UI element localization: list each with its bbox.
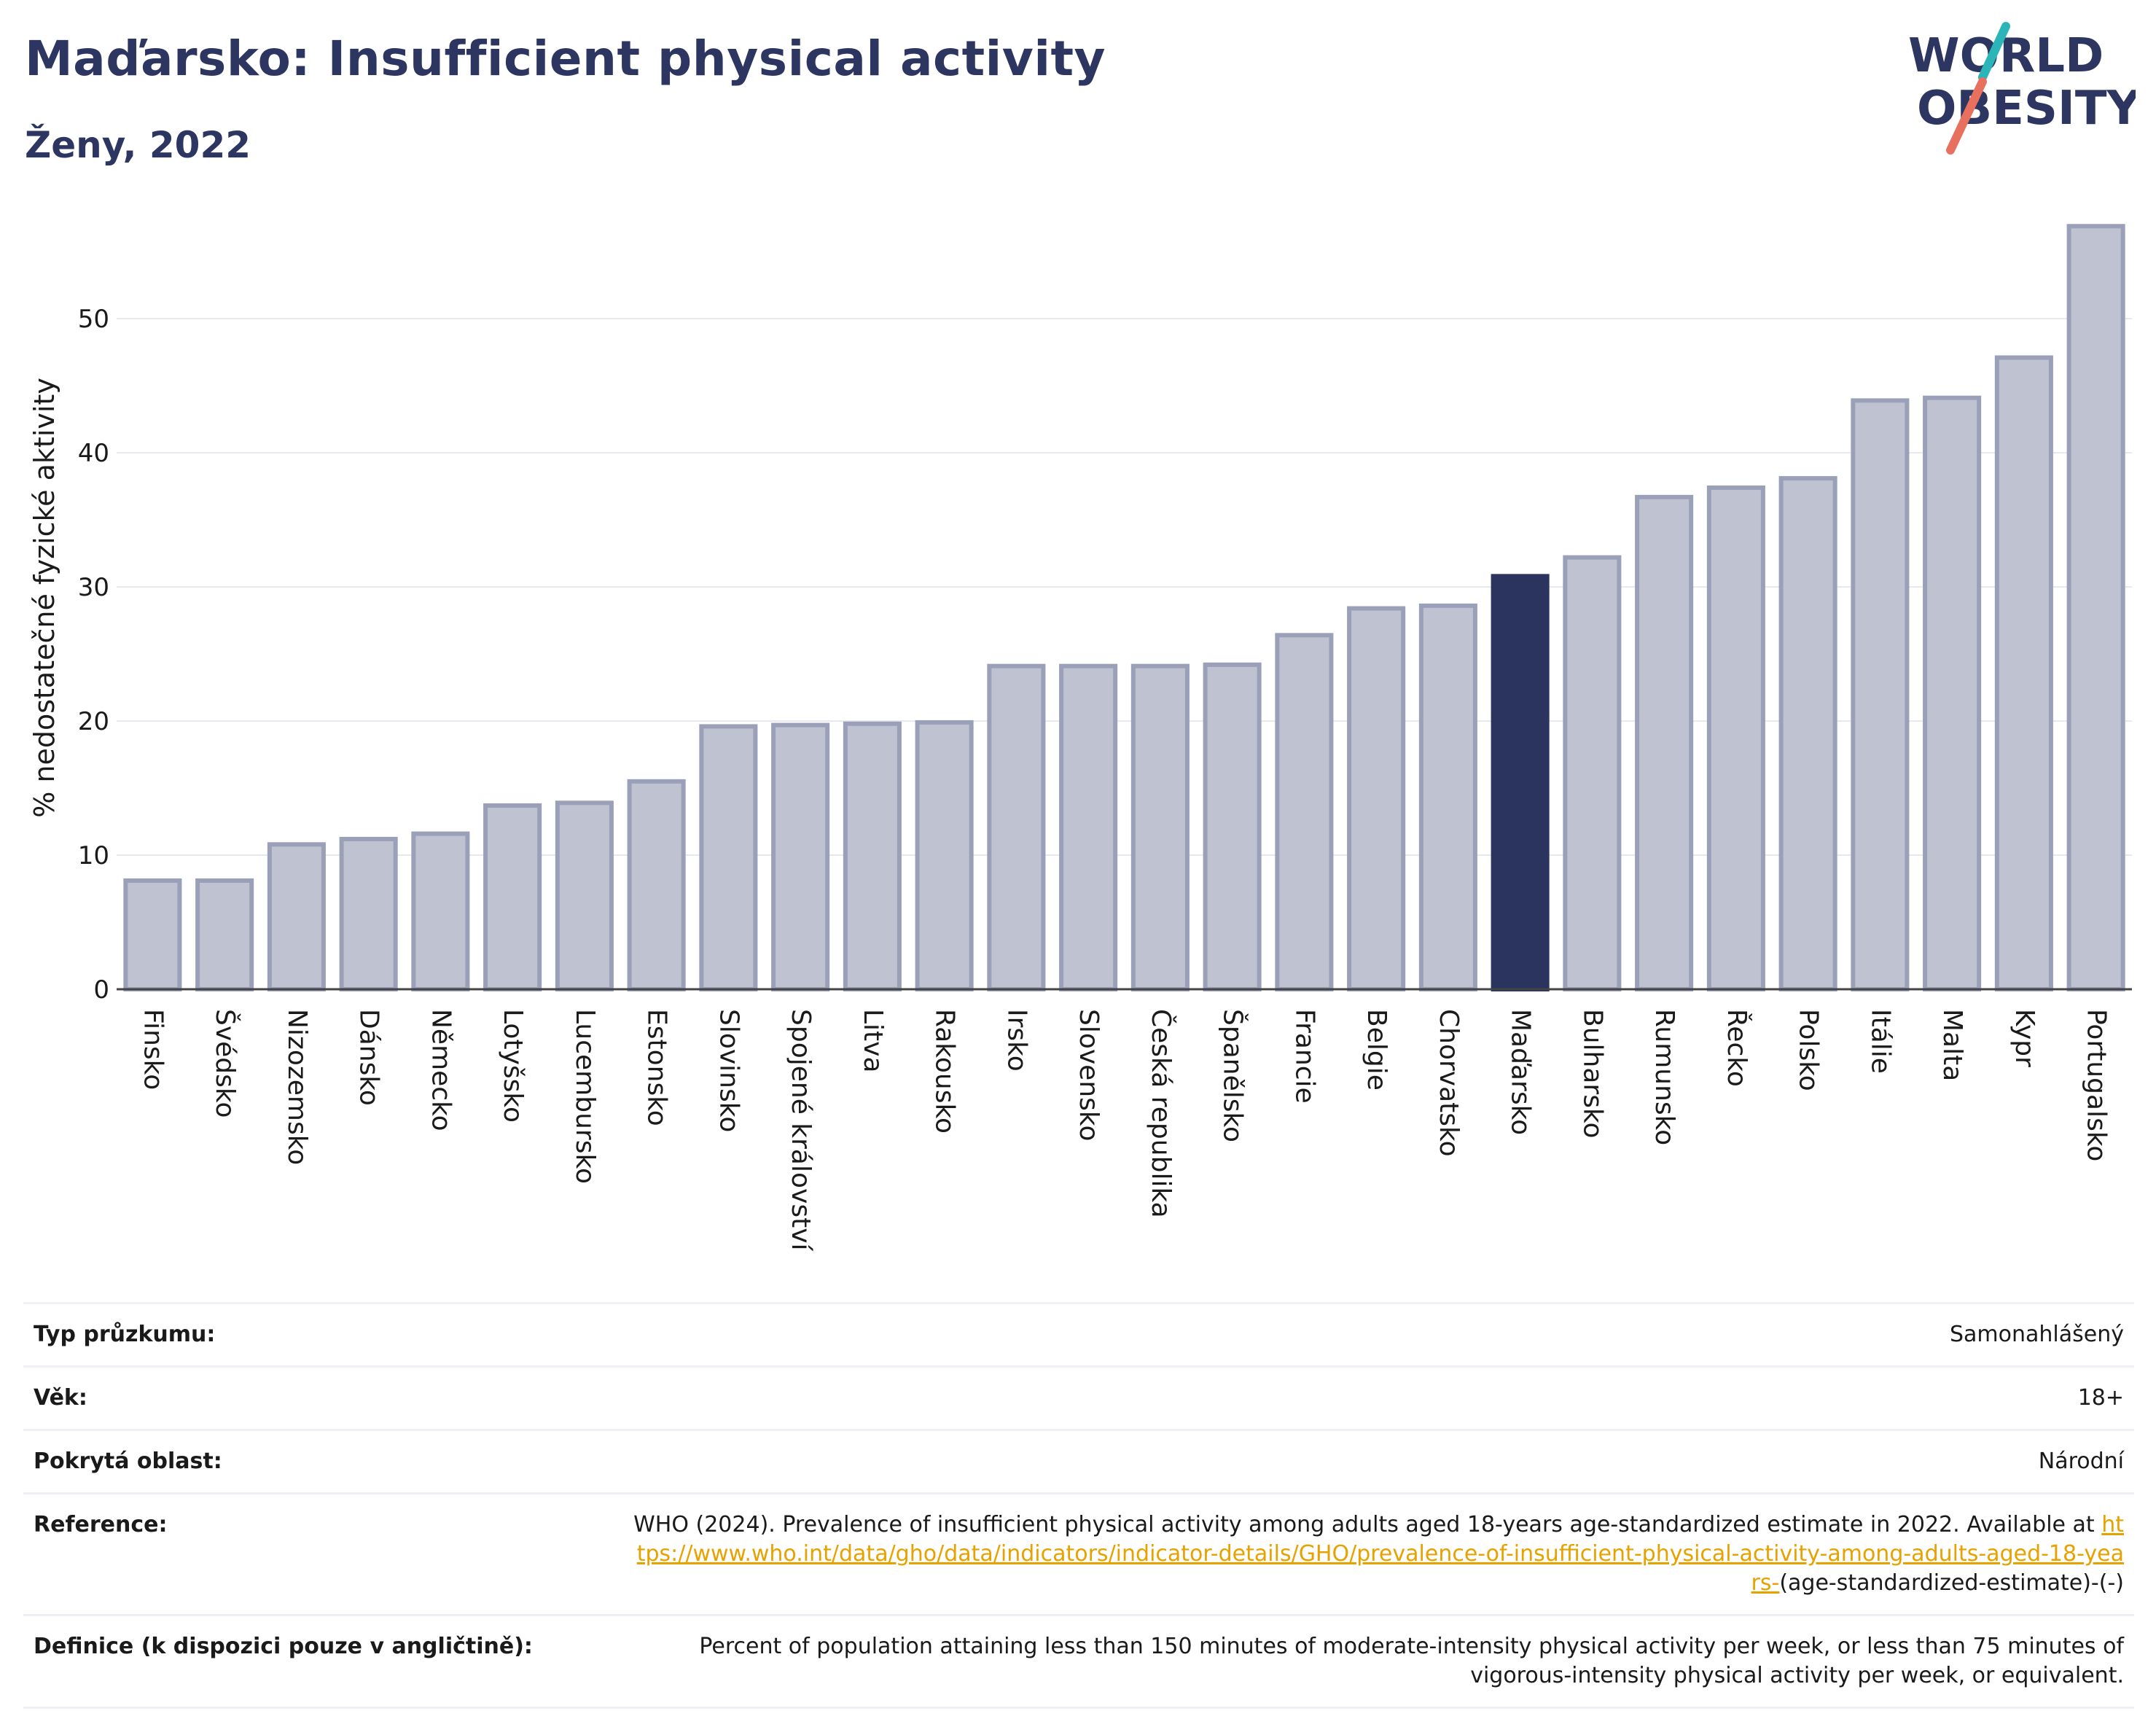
world-obesity-logo: WORLD OBESITY	[1908, 22, 2136, 155]
meta-value: WHO (2024). Prevalence of insufficient p…	[631, 1510, 2124, 1598]
bar-Slovinsko	[699, 724, 758, 992]
x-tick-label: Rakousko	[930, 1009, 960, 1134]
meta-value: 18+	[2077, 1385, 2124, 1411]
reference-text: WHO (2024). Prevalence of insufficient p…	[633, 1512, 2095, 1537]
bar-Dánsko	[339, 836, 398, 991]
x-tick-label: Kypr	[2009, 1009, 2039, 1067]
page-subtitle: Ženy, 2022	[25, 124, 251, 166]
y-tick-label: 40	[78, 439, 109, 468]
bar-Estonsko	[627, 779, 686, 991]
x-tick-label: Německo	[426, 1009, 456, 1131]
meta-row-definition: Definice (k dispozici pouze v angličtině…	[23, 1614, 2134, 1709]
logo-slash-red	[1946, 77, 1987, 155]
meta-value: Percent of population attaining less tha…	[699, 1634, 2124, 1688]
bar-Chorvatsko	[1418, 603, 1477, 991]
bar-Malta	[1923, 395, 1982, 991]
x-tick-label: Dánsko	[354, 1009, 384, 1106]
bar-Lotyšsko	[483, 803, 542, 992]
bar-Litva	[843, 721, 902, 991]
x-tick-label: Finsko	[138, 1009, 168, 1090]
x-tick-label: Malta	[1937, 1009, 1967, 1081]
x-tick-label: Slovensko	[1074, 1009, 1104, 1142]
meta-value: Národní	[2038, 1449, 2124, 1474]
bar-Irsko	[987, 663, 1046, 992]
bar-Kypr	[1994, 355, 2053, 991]
x-tick-label: Chorvatsko	[1434, 1009, 1464, 1157]
x-tick-label: Švédsko	[210, 1009, 241, 1118]
bars	[123, 224, 2125, 992]
bar-Bulharsko	[1563, 555, 1622, 991]
meta-label: Typ průzkumu:	[34, 1322, 216, 1347]
x-tick-label: Nizozemsko	[282, 1009, 312, 1165]
x-tick-label: Maďarsko	[1506, 1009, 1536, 1135]
reference-link[interactable]: https://www.who.int/data/gho/data/indica…	[636, 1512, 2124, 1596]
x-tick-label: Lotyšsko	[498, 1009, 528, 1123]
x-tick-label: Španělsko	[1218, 1009, 1249, 1142]
metadata-table: Typ průzkumu: Samonahlášený Věk: 18+ Pok…	[23, 1302, 2134, 1709]
x-tick-label: Portugalsko	[2082, 1009, 2112, 1161]
y-axis-label: % nedostatečné fyzické aktivity	[28, 378, 60, 818]
bar-Švédsko	[195, 878, 254, 991]
bar-chart: 0 10 20 30 40 50 Finsko Švédsko Nizozemsko Dánsko…	[28, 224, 2132, 1252]
x-tick-label: Česká republika	[1146, 1009, 1176, 1218]
bar-Lucembursko	[555, 800, 614, 992]
bar-Španělsko	[1203, 662, 1262, 992]
meta-row-reference: Reference: WHO (2024). Prevalence of ins…	[23, 1492, 2134, 1614]
logo-slash-teal	[1978, 22, 2010, 82]
bar-Portugalsko	[2066, 224, 2125, 991]
bar-Česká republika	[1130, 663, 1190, 992]
y-tick-label: 0	[93, 975, 109, 1005]
meta-row-age: Věk: 18+	[23, 1365, 2134, 1429]
meta-label: Definice (k dispozici pouze v angličtině…	[34, 1634, 533, 1659]
bar-Německo	[411, 831, 470, 991]
x-tick-label: Lucembursko	[570, 1009, 600, 1184]
x-tick-label: Belgie	[1362, 1009, 1391, 1091]
bar-Rakousko	[915, 720, 974, 991]
bar-Slovensko	[1059, 663, 1118, 992]
x-tick-label: Itálie	[1865, 1009, 1895, 1074]
y-tick-label: 30	[78, 573, 109, 602]
x-tick-label: Rumunsko	[1649, 1009, 1679, 1145]
x-tick-label: Polsko	[1794, 1009, 1824, 1091]
x-tick-label: Litva	[858, 1009, 888, 1073]
x-tick-label: Bulharsko	[1577, 1009, 1607, 1139]
y-tick-label: 50	[78, 305, 109, 334]
bar-Rumunsko	[1635, 494, 1694, 991]
page-title: Maďarsko: Insufficient physical activity	[25, 31, 1106, 87]
bar-Nizozemsko	[267, 842, 326, 992]
x-tick-label: Francie	[1289, 1009, 1319, 1104]
bar-Spojené království	[771, 722, 830, 992]
meta-label: Reference:	[34, 1512, 168, 1537]
x-tick-label: Slovinsko	[714, 1009, 743, 1132]
meta-label: Pokrytá oblast:	[34, 1449, 222, 1474]
x-tick-label: Řecko	[1722, 1009, 1752, 1087]
meta-row-survey: Typ průzkumu: Samonahlášený	[23, 1302, 2134, 1365]
reference-tail: (age-standardized-estimate)-(-)	[1779, 1570, 2124, 1596]
y-tick-label: 20	[78, 707, 109, 736]
x-tick-label: Spojené království	[786, 1009, 816, 1252]
bar-Finsko	[123, 878, 182, 991]
meta-row-area: Pokrytá oblast: Národní	[23, 1429, 2134, 1492]
logo-text-world: WORLD	[1908, 29, 2104, 83]
bar-Polsko	[1778, 476, 1837, 991]
bar-Francie	[1275, 633, 1334, 992]
x-tick-label: Estonsko	[642, 1009, 672, 1126]
y-tick-label: 10	[78, 841, 109, 870]
x-tick-label: Irsko	[1001, 1009, 1031, 1072]
bar-Itálie	[1851, 398, 1910, 991]
meta-label: Věk:	[34, 1385, 87, 1411]
bar-Řecko	[1706, 485, 1765, 991]
meta-value: Samonahlášený	[1950, 1322, 2124, 1347]
axes: 0 10 20 30 40 50 Finsko Švédsko Nizozemsko Dánsko…	[78, 305, 2132, 1252]
bar-Maďarsko	[1491, 574, 1550, 991]
bar-Belgie	[1347, 606, 1406, 991]
logo-text-obesity: OBESITY	[1917, 82, 2136, 136]
